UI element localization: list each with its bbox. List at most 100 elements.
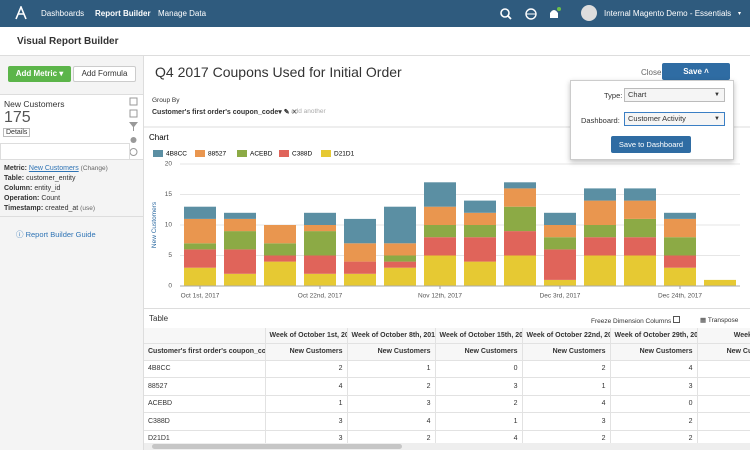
column-header[interactable]: Week of Nove bbox=[697, 328, 750, 344]
scroll-thumb[interactable] bbox=[152, 444, 402, 449]
column-header[interactable]: Week of October 15th, 2017 bbox=[435, 328, 523, 344]
time-icon[interactable] bbox=[129, 148, 138, 156]
guide-link[interactable]: ⓘ Report Builder Guide bbox=[16, 230, 96, 239]
legend-label: D21D1 bbox=[334, 151, 355, 158]
nav-link[interactable]: Dashboards bbox=[41, 9, 85, 18]
bar-segment bbox=[464, 237, 496, 262]
view-icon[interactable] bbox=[130, 137, 137, 143]
type-label: Type: bbox=[604, 91, 623, 100]
column-header[interactable]: Week of October 29th, 2017 bbox=[610, 328, 698, 344]
bar-segment bbox=[664, 237, 696, 256]
bar-segment bbox=[544, 279, 576, 286]
dashboard-select[interactable]: Customer Activity ▼ bbox=[624, 112, 725, 126]
avatar[interactable] bbox=[581, 5, 597, 21]
y-tick-label: 10 bbox=[165, 222, 173, 229]
data-cell: 2 bbox=[435, 395, 523, 413]
add-metric-label: Add Metric bbox=[15, 69, 58, 78]
data-cell: 0 bbox=[435, 360, 523, 378]
measure-header[interactable]: New Customers bbox=[347, 343, 436, 361]
bar-segment bbox=[424, 225, 456, 238]
column-header[interactable]: Week of October 8th, 2017 bbox=[347, 328, 436, 344]
bar-segment bbox=[544, 249, 576, 280]
freeze-checkbox[interactable] bbox=[673, 316, 681, 323]
account-name[interactable]: Internal Magento Demo - Essentials bbox=[604, 9, 732, 18]
data-cell bbox=[697, 430, 750, 443]
data-cell: 2 bbox=[610, 430, 698, 443]
bar-segment bbox=[264, 243, 296, 256]
data-cell: 2 bbox=[610, 412, 698, 431]
y-tick-label: 0 bbox=[168, 283, 172, 290]
chart: Chart New Customers 0 5 10 15 20 4B8CC 88527 ACEB… bbox=[144, 126, 750, 300]
logo[interactable] bbox=[14, 6, 28, 20]
metric-input[interactable] bbox=[0, 143, 130, 160]
nav-bar: Dashboards Report Builder Manage Data In… bbox=[0, 0, 750, 27]
search-icon[interactable] bbox=[500, 8, 510, 18]
copy-icon[interactable] bbox=[129, 109, 138, 118]
bar-segment bbox=[184, 249, 216, 268]
bar-segment bbox=[344, 218, 376, 244]
info-action[interactable]: (use) bbox=[80, 205, 95, 212]
filter-icon[interactable] bbox=[129, 122, 138, 131]
details-button[interactable]: Details bbox=[3, 128, 31, 137]
bar-segment bbox=[384, 243, 416, 256]
bar-segment bbox=[224, 218, 256, 232]
save-to-dashboard-button[interactable]: Save to Dashboard bbox=[611, 136, 691, 153]
delete-icon[interactable] bbox=[129, 97, 138, 106]
close-button[interactable]: Close bbox=[641, 68, 662, 77]
add-metric-button[interactable]: Add Metric ▾ bbox=[8, 66, 71, 82]
table-divider bbox=[144, 308, 750, 309]
info-action[interactable]: (Change) bbox=[80, 165, 108, 172]
x-tick-label: Nov 12th, 2017 bbox=[418, 293, 462, 300]
row-label: D21D1 bbox=[144, 430, 266, 443]
scrollbar[interactable] bbox=[144, 443, 750, 450]
freeze-label: Freeze Dimension Columns bbox=[591, 318, 672, 325]
bar-segment bbox=[624, 188, 656, 201]
add-another[interactable]: add another bbox=[291, 108, 326, 115]
info-label: Column: bbox=[4, 185, 33, 192]
type-select[interactable]: Chart ▼ bbox=[624, 88, 725, 102]
dimension-header[interactable]: Customer's first order's coupon_code bbox=[144, 343, 266, 361]
y-tick-label: 15 bbox=[165, 191, 173, 198]
save-button[interactable]: Save ˄ bbox=[662, 63, 730, 80]
nav-link[interactable]: Manage Data bbox=[158, 9, 207, 18]
bar-segment bbox=[224, 273, 256, 286]
measure-header[interactable]: New Customers bbox=[697, 343, 750, 361]
account-caret: ▾ bbox=[738, 11, 742, 17]
row-label: C388D bbox=[144, 412, 266, 431]
row-label: ACEBD bbox=[144, 395, 266, 413]
measure-header[interactable]: New Customers bbox=[522, 343, 611, 361]
freeze-toggle[interactable]: Freeze Dimension Columns bbox=[591, 316, 681, 325]
bar-segment bbox=[304, 231, 336, 256]
bar-segment bbox=[304, 212, 336, 225]
transpose-label: Transpose bbox=[707, 317, 739, 324]
bar-segment bbox=[424, 206, 456, 225]
bar-segment bbox=[304, 255, 336, 274]
data-cell: 3 bbox=[265, 430, 348, 443]
bar-segment bbox=[184, 267, 216, 286]
x-tick-label: Oct 1st, 2017 bbox=[181, 293, 220, 300]
measure-header[interactable]: New Customers bbox=[610, 343, 698, 361]
bar-segment bbox=[304, 225, 336, 232]
column-header[interactable]: Week of October 22nd, 2017 bbox=[522, 328, 611, 344]
nav-link[interactable]: Report Builder bbox=[95, 9, 151, 18]
info-value[interactable]: New Customers bbox=[28, 165, 79, 172]
column-header[interactable]: Week of October 1st, 2017 bbox=[265, 328, 348, 344]
add-formula-button[interactable]: Add Formula bbox=[73, 66, 136, 82]
bar-segment bbox=[664, 212, 696, 219]
sidebar: Add Metric ▾ Add Formula New Customers 1… bbox=[0, 56, 144, 450]
measure-header[interactable]: New Customers bbox=[435, 343, 523, 361]
group-by-value[interactable]: Customer's first order's coupon_code▾ ✎ … bbox=[152, 109, 298, 116]
bar-segment bbox=[624, 218, 656, 238]
bar-segment bbox=[584, 225, 616, 238]
bar-segment bbox=[504, 206, 536, 232]
bell-icon[interactable] bbox=[550, 10, 558, 18]
measure-header[interactable]: New Customers bbox=[265, 343, 348, 361]
transpose-toggle[interactable]: ▦ Transpose bbox=[700, 317, 739, 324]
bar-segment bbox=[184, 206, 216, 219]
data-cell bbox=[697, 412, 750, 431]
data-cell: 2 bbox=[522, 360, 611, 378]
legend-swatch bbox=[153, 150, 163, 157]
bar-segment bbox=[624, 255, 656, 286]
